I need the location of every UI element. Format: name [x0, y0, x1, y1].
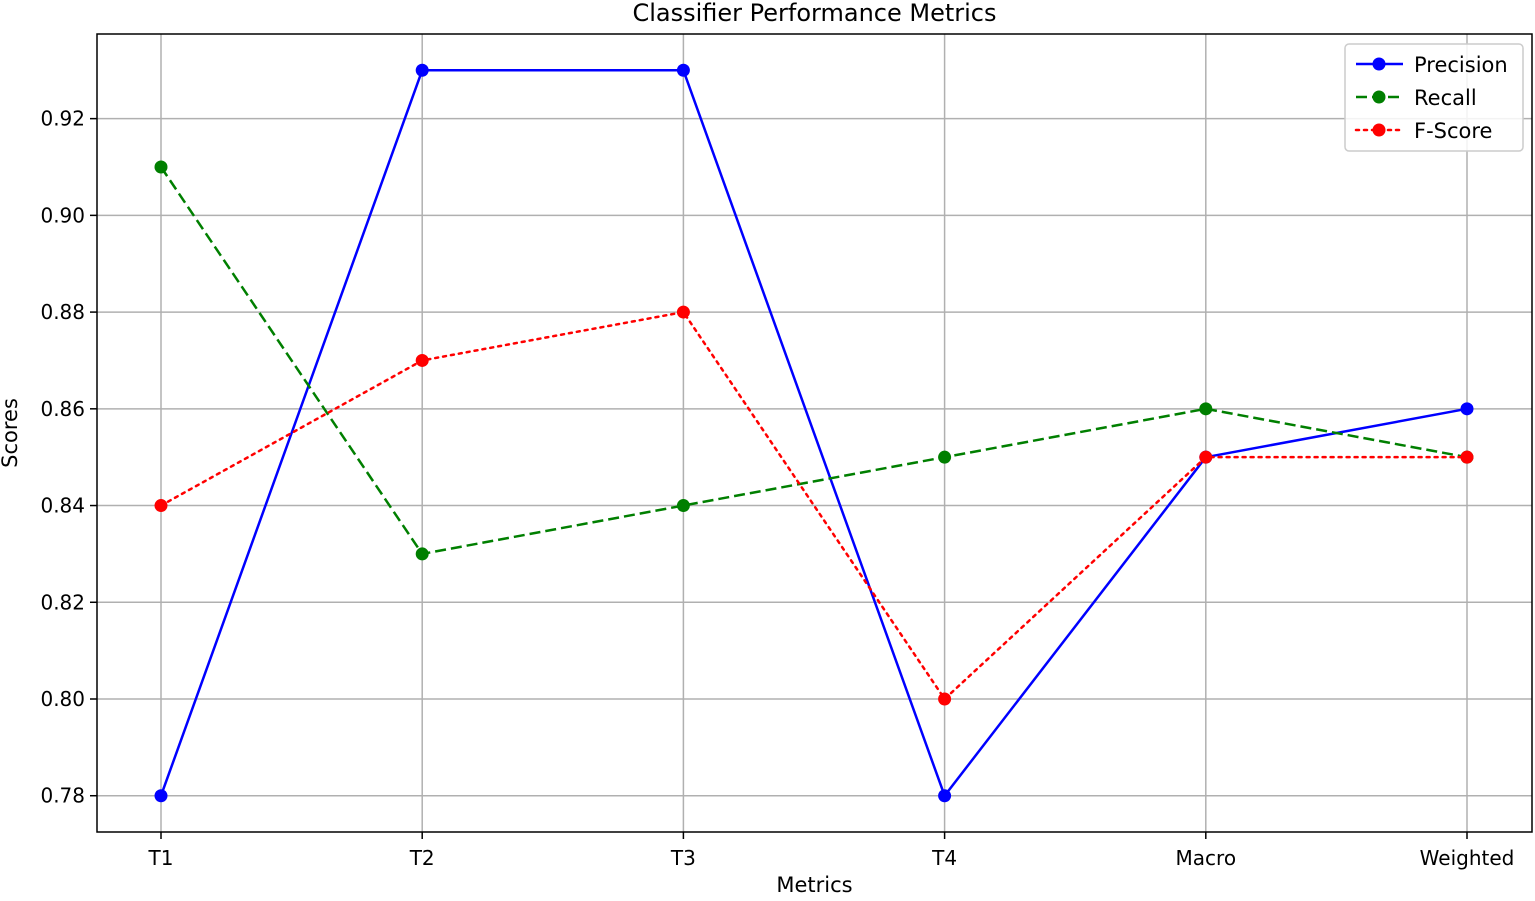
- legend-marker-f-score: [1372, 123, 1386, 137]
- y-tick-label: 0.82: [40, 590, 85, 614]
- data-point-recall: [415, 547, 429, 561]
- x-tick-label: T1: [148, 846, 174, 870]
- chart-title: Classifier Performance Metrics: [632, 0, 996, 27]
- x-tick-label: T4: [931, 846, 957, 870]
- y-tick-label: 0.78: [40, 784, 85, 808]
- data-point-recall: [676, 499, 690, 513]
- y-tick-label: 0.92: [40, 107, 85, 131]
- series-layer: [154, 63, 1474, 803]
- data-point-f-score: [1199, 450, 1213, 464]
- data-point-precision: [415, 63, 429, 77]
- data-point-f-score: [154, 499, 168, 513]
- y-tick-label: 0.90: [40, 203, 85, 227]
- y-tick-label: 0.80: [40, 687, 85, 711]
- legend-label-f-score: F-Score: [1414, 119, 1492, 143]
- y-axis-label: Scores: [0, 398, 22, 468]
- y-tick-label: 0.84: [40, 494, 85, 518]
- legend-frame: [1344, 43, 1524, 152]
- legend-marker-recall: [1372, 90, 1386, 104]
- data-point-f-score: [415, 353, 429, 367]
- legend-label-precision: Precision: [1414, 53, 1508, 77]
- x-axis-label: Metrics: [776, 873, 852, 897]
- ticks-layer: T1 T2 T3 T4 Macro Weighted 0.78 0.80 0.82 0.84 0.8…: [40, 107, 1514, 870]
- data-point-f-score: [938, 692, 952, 706]
- x-tick-label: T2: [409, 846, 435, 870]
- legend-marker-precision: [1372, 57, 1386, 71]
- data-point-f-score: [1460, 450, 1474, 464]
- data-point-recall: [154, 160, 168, 174]
- y-tick-label: 0.86: [40, 397, 85, 421]
- x-tick-label: T3: [670, 846, 696, 870]
- series-line-precision: [159, 69, 1468, 797]
- data-point-precision: [676, 63, 690, 77]
- legend: Precision Recall F-Score: [1344, 43, 1524, 152]
- data-point-f-score: [676, 305, 690, 319]
- series-line-f-score: [159, 310, 1469, 701]
- y-tick-label: 0.88: [40, 300, 85, 324]
- plot-frame: [96, 33, 1533, 833]
- data-point-precision: [154, 789, 168, 803]
- x-tick-label: Weighted: [1420, 846, 1515, 870]
- legend-label-recall: Recall: [1414, 86, 1477, 110]
- x-tick-label: Macro: [1176, 846, 1237, 870]
- data-point-precision: [1460, 402, 1474, 416]
- series-line-recall: [159, 166, 1468, 556]
- data-point-recall: [938, 450, 952, 464]
- data-point-precision: [938, 789, 952, 803]
- data-point-recall: [1199, 402, 1213, 416]
